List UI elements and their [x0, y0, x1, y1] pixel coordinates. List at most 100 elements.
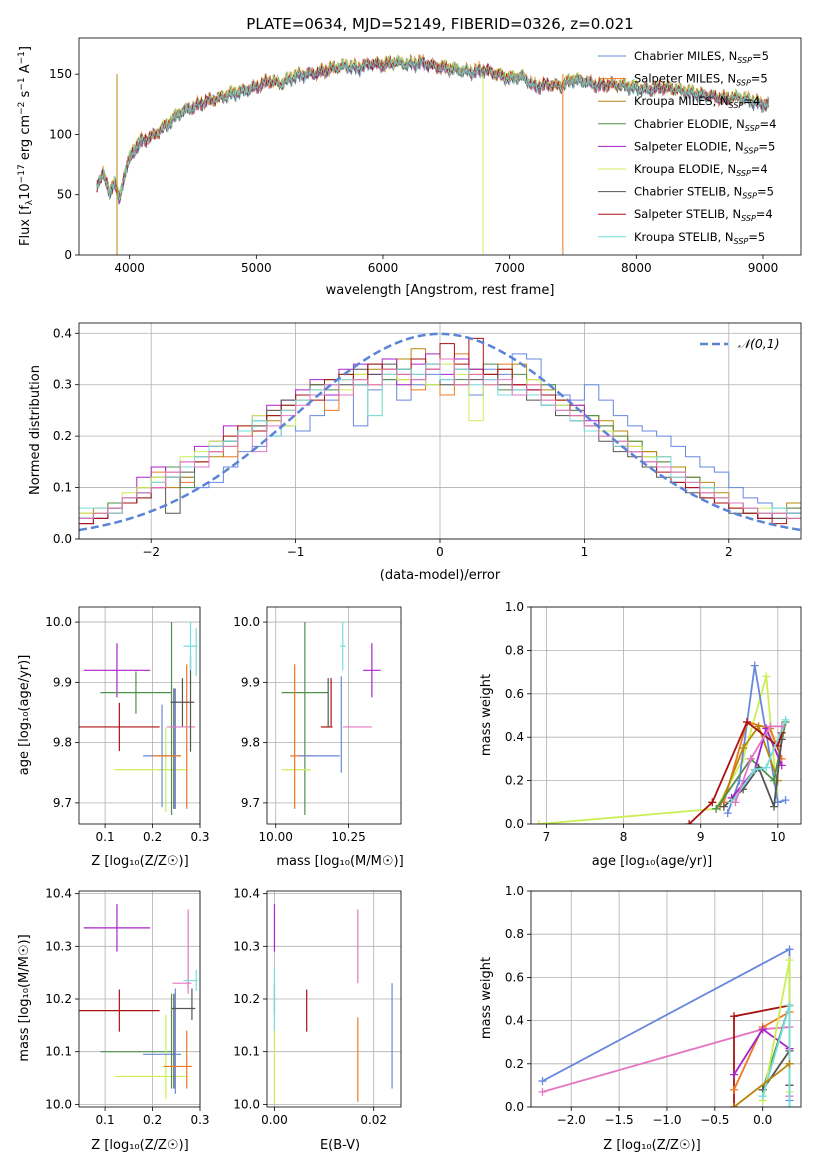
- y-tick-label: 10.4: [45, 887, 72, 901]
- weight-marker: [723, 809, 732, 818]
- y-tick-label: 0.8: [505, 643, 524, 657]
- x-tick-label: 0.1: [96, 1113, 115, 1127]
- weight-marker: [729, 1070, 738, 1079]
- legend-entry: Chabrier ELODIE, NSSP=4: [634, 117, 776, 133]
- x-tick-label: 2: [725, 545, 733, 559]
- y-tick-label: 10.1: [45, 1045, 72, 1059]
- y-tick-label: 10.0: [45, 1097, 72, 1111]
- plot-area: [79, 904, 198, 1100]
- x-tick-label: 0.2: [143, 830, 162, 844]
- spectrum-title: PLATE=0634, MJD=52149, FIBERID=0326, z=0…: [246, 15, 633, 33]
- axes-frame: [530, 890, 802, 1108]
- weight-marker: [708, 798, 717, 807]
- weight-marker: [762, 763, 771, 772]
- weight-marker: [785, 1001, 794, 1010]
- x-tick-label: −1.0: [652, 1113, 681, 1127]
- weight-marker: [750, 661, 759, 670]
- legend-entry: Chabrier STELIB, NSSP=5: [634, 185, 774, 201]
- x-tick-label: 0.0: [753, 1113, 772, 1127]
- x-tick-label: 6000: [368, 261, 399, 275]
- y-tick-label: 10.0: [45, 615, 72, 629]
- y-tick-label: 10.1: [233, 1045, 260, 1059]
- x-tick-label: 10.25: [331, 830, 365, 844]
- x-tick-label: 1: [581, 545, 589, 559]
- weight-marker: [758, 1025, 767, 1034]
- errorbar-point: [339, 622, 346, 671]
- spectrum-plot: 4000 5000 6000 7000 8000 9000 0 50 100 150 Chabrie…: [49, 37, 802, 275]
- plot-area: [538, 945, 794, 1107]
- plot-area: [96, 53, 770, 255]
- errorbar-point: [83, 904, 151, 952]
- weight-marker: [785, 1059, 794, 1068]
- y-tick-label: 0.2: [53, 429, 72, 443]
- weight-vs-metallicity-xlabel: Z [log₁₀(Z/Z☉)]: [603, 1138, 700, 1153]
- axes-frame: [78, 37, 802, 256]
- errorbar-point: [100, 671, 172, 714]
- weight-marker: [777, 722, 786, 731]
- weight-marker: [685, 820, 694, 824]
- weight-marker: [785, 945, 794, 954]
- axes-frame: [78, 606, 201, 825]
- x-tick-label: 7000: [494, 261, 525, 275]
- weight-marker: [739, 744, 748, 753]
- weight-marker: [746, 754, 755, 763]
- weight-series: [734, 725, 782, 803]
- y-tick-label: 10.0: [233, 615, 260, 629]
- weight-marker: [750, 765, 759, 774]
- y-tick-label: 1.0: [505, 600, 524, 614]
- weight-series: [730, 719, 787, 803]
- y-tick-label: 9.8: [53, 736, 72, 750]
- gaussian-curve: [79, 332, 801, 532]
- y-tick-label: 0.2: [505, 1057, 524, 1071]
- weight-marker: [781, 796, 790, 805]
- axes-frame: [266, 890, 402, 1108]
- plot-area: [281, 622, 381, 815]
- weight-marker: [731, 798, 740, 807]
- errorbar-point: [183, 622, 198, 671]
- weight-marker: [729, 1085, 738, 1094]
- residuals-xlabel: (data-model)/error: [380, 568, 501, 583]
- x-tick-label: −1.5: [605, 1113, 634, 1127]
- x-tick-label: −0.5: [700, 1113, 729, 1127]
- y-tick-label: 0.3: [53, 378, 72, 392]
- plot-area: [534, 661, 790, 824]
- x-tick-label: 10: [770, 830, 785, 844]
- spectrum-legend: Chabrier MILES, NSSP=5 Salpeter MILES, NS…: [598, 49, 776, 246]
- mass-vs-metallicity-plot: 0.1 0.2 0.3 10.0 10.1 10.2 10.3 10.4: [45, 887, 209, 1127]
- y-tick-label: 9.8: [241, 736, 260, 750]
- errorbar-point: [83, 643, 151, 698]
- y-tick-label: 10.3: [45, 939, 72, 953]
- axes-frame: [78, 322, 802, 540]
- weight-marker: [770, 802, 778, 811]
- y-tick-label: 0.4: [505, 1014, 524, 1028]
- y-tick-label: 0.8: [505, 927, 524, 941]
- weight-series: [719, 724, 779, 807]
- x-tick-label: 0: [436, 545, 444, 559]
- y-tick-label: 100: [49, 127, 72, 141]
- axes-frame: [78, 890, 201, 1108]
- y-tick-label: 9.7: [53, 796, 72, 810]
- weight-marker: [719, 802, 728, 811]
- spectrum-ylabel: Flux [fλ10−17 erg cm−2 s−1 A−1]: [17, 46, 35, 246]
- x-tick-label: −2.0: [557, 1113, 586, 1127]
- weight-marker: [754, 722, 763, 731]
- weight-marker: [758, 1092, 767, 1101]
- weight-vs-metallicity-plot: −2.0 −1.5 −1.0 −0.5 0.0 0.0 0.2 0.4 0.6 0.8 1.0: [505, 884, 802, 1127]
- legend-entry: Salpeter MILES, NSSP=5: [634, 72, 768, 88]
- axes-frame: [266, 606, 402, 825]
- y-tick-label: 0.4: [53, 326, 72, 340]
- x-tick-label: 8: [620, 830, 628, 844]
- axes-frame: [530, 606, 802, 825]
- x-tick-label: −2: [142, 545, 160, 559]
- legend-entry: Kroupa STELIB, NSSP=5: [634, 230, 765, 246]
- weight-marker: [534, 820, 543, 824]
- age-vs-mass-xlabel: mass [log₁₀(M/M☉)]: [276, 854, 403, 869]
- residuals-plot: −2 −1 0 1 2 0.0 0.1 0.2 0.3 0.4 𝒩(0,1): [53, 322, 802, 559]
- weight-vs-age-ylabel: mass weight: [479, 674, 494, 756]
- y-tick-label: 150: [49, 67, 72, 81]
- spectrum-xlabel: wavelength [Angstrom, rest frame]: [326, 283, 555, 298]
- x-tick-label: −1: [287, 545, 305, 559]
- y-tick-label: 9.9: [241, 675, 260, 689]
- errorbar-point: [79, 702, 160, 752]
- y-tick-label: 50: [57, 188, 72, 202]
